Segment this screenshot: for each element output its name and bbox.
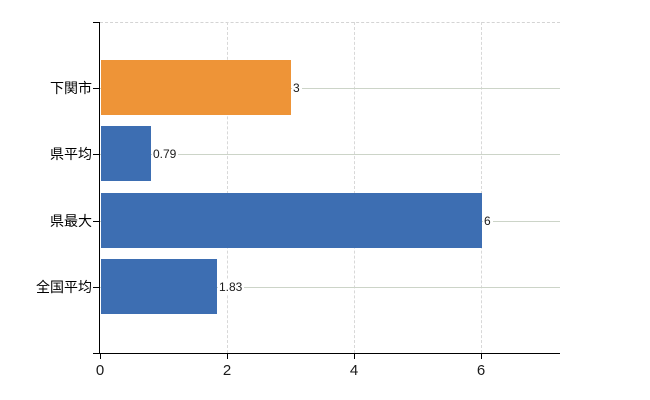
x-tick	[354, 354, 355, 359]
v-gridline	[227, 22, 228, 353]
x-axis-line	[93, 353, 560, 354]
x-tick-label: 4	[349, 362, 359, 379]
category-label: 県最大	[50, 213, 92, 229]
v-gridline	[481, 22, 482, 353]
bar	[101, 126, 151, 181]
category-label: 下関市	[50, 80, 92, 96]
bar-value-label: 0.79	[152, 146, 179, 162]
y-tick	[93, 88, 100, 89]
bar-value-label: 6	[483, 213, 493, 229]
bar-value-label: 3	[292, 80, 302, 96]
y-tick	[93, 287, 100, 288]
x-tick-label: 2	[222, 362, 232, 379]
x-tick-label: 6	[476, 362, 486, 379]
h-gridline	[100, 88, 560, 89]
v-gridline	[354, 22, 355, 353]
x-tick	[481, 354, 482, 359]
y-tick	[93, 154, 100, 155]
bar-value-label: 1.83	[218, 279, 245, 295]
y-axis-top-tick	[93, 22, 100, 23]
y-axis-line	[99, 22, 100, 353]
category-label: 全国平均	[36, 279, 92, 295]
x-tick	[227, 354, 228, 359]
bar	[101, 193, 482, 248]
h-gridline	[100, 154, 560, 155]
x-tick-label: 0	[95, 362, 105, 379]
bar	[101, 60, 291, 115]
bar	[101, 259, 217, 314]
plot-top-border	[100, 22, 560, 23]
x-tick	[100, 354, 101, 359]
h-gridline	[100, 287, 560, 288]
y-tick	[93, 221, 100, 222]
category-label: 県平均	[50, 146, 92, 162]
